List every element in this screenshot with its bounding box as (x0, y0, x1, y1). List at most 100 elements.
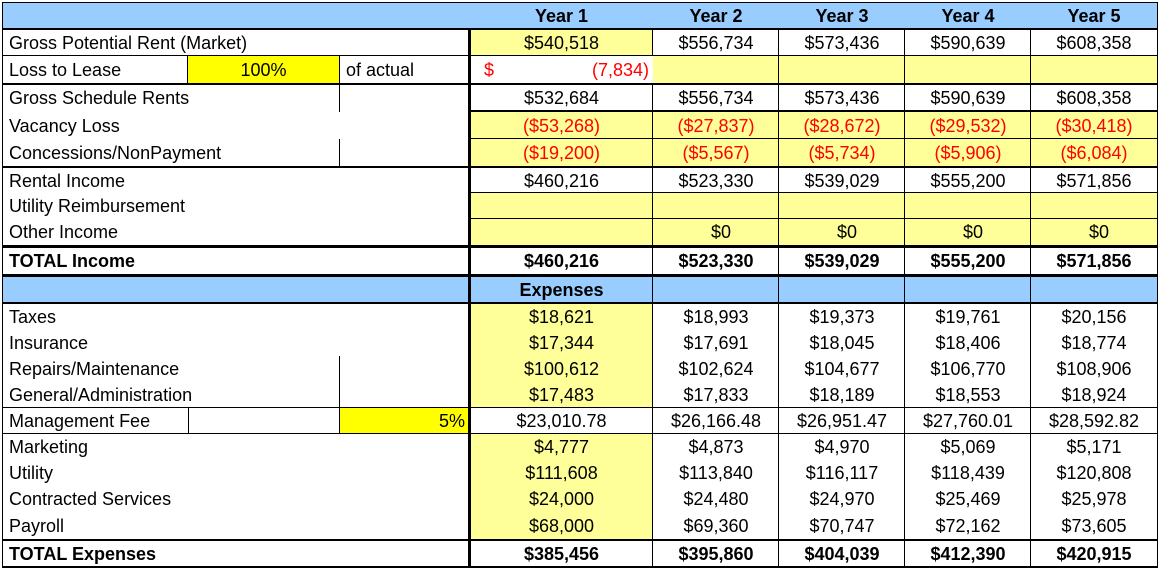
total-income-y5[interactable]: $571,856 (1056, 251, 1132, 271)
insurance-y3[interactable]: $18,045 (809, 333, 875, 353)
outer-border-left (2, 2, 3, 568)
contracted-services-y5[interactable]: $25,978 (1061, 489, 1127, 509)
rental-income-y2[interactable]: $523,330 (678, 170, 754, 191)
gross-potential-rent-y4[interactable]: $590,639 (930, 33, 1006, 53)
utility-y3[interactable]: $116,117 (805, 463, 879, 483)
rental-income-y1[interactable]: $460,216 (523, 170, 600, 191)
marketing-y4[interactable]: $5,069 (940, 437, 996, 457)
gross-schedule-rents-y5[interactable]: $608,358 (1056, 88, 1132, 108)
insurance-y4[interactable]: $18,406 (935, 333, 1001, 353)
payroll-y3[interactable]: $70,747 (809, 515, 875, 536)
rental-income-y5[interactable]: $571,856 (1056, 170, 1132, 191)
marketing-y3[interactable]: $4,970 (814, 437, 870, 457)
marketing-y2[interactable]: $4,873 (688, 437, 744, 457)
repairs-maintenance-y3[interactable]: $104,677 (804, 359, 880, 379)
insurance-y2[interactable]: $17,691 (683, 333, 749, 353)
gross-schedule-rents-label: Gross Schedule Rents (9, 88, 190, 108)
marketing-y1[interactable]: $4,777 (533, 437, 590, 457)
management-fee-y2[interactable]: $26,166.48 (670, 410, 762, 431)
vacancy-loss-y5[interactable]: ($30,418) (1055, 115, 1133, 136)
contracted-services-y4[interactable]: $25,469 (935, 489, 1001, 509)
loss-to-lease-bottom-border (2, 83, 1158, 85)
payroll-y2[interactable]: $69,360 (683, 515, 749, 536)
gross-schedule-rents-y2[interactable]: $556,734 (678, 88, 754, 108)
repairs-maintenance-y1[interactable]: $100,612 (523, 359, 600, 379)
gross-potential-rent-y1[interactable]: $540,518 (523, 33, 600, 53)
general-administration-y4[interactable]: $18,553 (935, 384, 1001, 405)
taxes-y1[interactable]: $18,621 (528, 307, 595, 327)
other-income-y1[interactable] (470, 219, 653, 245)
concessions-y1[interactable]: ($19,200) (522, 142, 601, 163)
general-administration-y2[interactable]: $17,833 (683, 384, 749, 405)
management-fee-y4[interactable]: $27,760.01 (922, 410, 1014, 431)
taxes-y3[interactable]: $19,373 (809, 307, 875, 327)
total-expenses-y2[interactable]: $395,860 (678, 543, 754, 564)
vacancy-loss-y1[interactable]: ($53,268) (522, 115, 601, 136)
total-expenses-y1[interactable]: $385,456 (523, 543, 600, 564)
gross-schedule-rents-y3[interactable]: $573,436 (804, 88, 880, 108)
gross-potential-rent-y2[interactable]: $556,734 (678, 33, 754, 53)
total-income-y2[interactable]: $523,330 (678, 251, 754, 271)
vacancy-loss-y2[interactable]: ($27,837) (677, 115, 755, 136)
payroll-y1[interactable]: $68,000 (528, 515, 595, 536)
payroll-bottom-border (2, 539, 1158, 541)
total-expenses-y4[interactable]: $412,390 (930, 543, 1006, 564)
total-income-y1[interactable]: $460,216 (523, 251, 600, 271)
general-administration-y1[interactable]: $17,483 (528, 384, 595, 405)
vacancy-loss-y3[interactable]: ($28,672) (803, 115, 881, 136)
contracted-services-y2[interactable]: $24,480 (683, 489, 749, 509)
other-income-bottom-border (2, 245, 1158, 248)
utility-y5[interactable]: $120,808 (1056, 463, 1132, 483)
concessions-y2[interactable]: ($5,567) (682, 142, 750, 163)
concessions-y4[interactable]: ($5,906) (934, 142, 1002, 163)
repairs-maintenance-y2[interactable]: $102,624 (678, 359, 754, 379)
utility-y2[interactable]: $113,840 (679, 463, 753, 483)
payroll-y5[interactable]: $73,605 (1061, 515, 1127, 536)
insurance-y5[interactable]: $18,774 (1061, 333, 1127, 353)
loss-to-lease-y1[interactable]: (7,834) (591, 60, 649, 80)
total-expenses-y5[interactable]: $420,915 (1056, 543, 1132, 564)
contracted-services-y1[interactable]: $24,000 (528, 489, 595, 509)
vacancy-loss-y4[interactable]: ($29,532) (929, 115, 1007, 136)
rental-income-y3[interactable]: $539,029 (804, 170, 880, 191)
other-income-y4[interactable]: $0 (962, 222, 983, 242)
rental-income-y4[interactable]: $555,200 (930, 170, 1006, 191)
repairs-maintenance-y4[interactable]: $106,770 (930, 359, 1006, 379)
loss-to-lease-percent[interactable]: 100% (240, 60, 287, 80)
insurance-y1[interactable]: $17,344 (528, 333, 595, 353)
taxes-y2[interactable]: $18,993 (683, 307, 749, 327)
taxes-y4[interactable]: $19,761 (935, 307, 1001, 327)
gross-schedule-rents-y1[interactable]: $532,684 (523, 88, 600, 108)
management-fee-y5[interactable]: $28,592.82 (1048, 410, 1140, 431)
management-fee-percent[interactable]: 5% (438, 410, 465, 431)
other-income-y5[interactable]: $0 (1088, 222, 1109, 242)
management-fee-y1[interactable]: $23,010.78 (516, 410, 607, 431)
total-income-y3[interactable]: $539,029 (804, 251, 880, 271)
gross-potential-rent-y3[interactable]: $573,436 (804, 33, 880, 53)
general-administration-y5[interactable]: $18,924 (1061, 384, 1127, 405)
marketing-y5[interactable]: $5,171 (1066, 437, 1122, 457)
loss-to-lease-note: of actual (346, 60, 415, 80)
vacancy-loss-label: Vacancy Loss (9, 115, 120, 136)
year3-left-border (778, 28, 779, 566)
taxes-y5[interactable]: $20,156 (1061, 307, 1127, 327)
expenses-header-bottom-border (2, 302, 1158, 304)
concessions-y3[interactable]: ($5,734) (808, 142, 876, 163)
general-administration-y3[interactable]: $18,189 (809, 384, 875, 405)
year1-expenses-background-bottom (470, 433, 653, 539)
payroll-y4[interactable]: $72,162 (935, 515, 1001, 536)
other-income-y3[interactable]: $0 (836, 222, 857, 242)
total-expenses-y3[interactable]: $404,039 (804, 543, 880, 564)
management-fee-y3[interactable]: $26,951.47 (796, 410, 888, 431)
repairs-maintenance-y5[interactable]: $108,906 (1056, 359, 1132, 379)
year2-left-border (652, 84, 653, 566)
other-income-y2[interactable]: $0 (710, 222, 731, 242)
utility-y4[interactable]: $118,439 (931, 463, 1005, 483)
gross-schedule-rents-y4[interactable]: $590,639 (930, 88, 1006, 108)
concessions-y5[interactable]: ($6,084) (1060, 142, 1128, 163)
management-fee-percent-background (339, 407, 470, 433)
total-income-y4[interactable]: $555,200 (930, 251, 1006, 271)
gross-potential-rent-y5[interactable]: $608,358 (1056, 33, 1132, 53)
utility-y1[interactable]: $111,608 (525, 463, 598, 483)
contracted-services-y3[interactable]: $24,970 (809, 489, 875, 509)
